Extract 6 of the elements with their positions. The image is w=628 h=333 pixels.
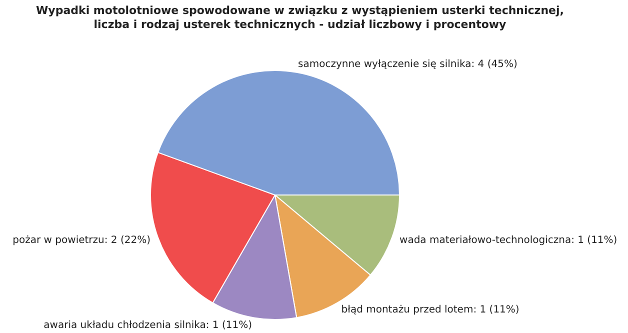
chart-title: Wypadki motolotniowe spowodowane w związku z wystąpieniem usterki technicznej, liczba i rodzaj usterek technicznych - udział liczbowy i procentowy [35,3,565,33]
slice-label: błąd montażu przed lotem: 1 (11%) [341,304,520,316]
slice-label: awaria układu chłodzenia silnika: 1 (11%) [44,320,252,332]
slice-label: pożar w powietrzu: 2 (22%) [12,234,151,246]
slice-label: samoczynne wyłączenie się silnika: 4 (45%) [298,59,518,70]
slice-label: wada materiałowo-technologiczna: 1 (11%) [400,234,618,246]
